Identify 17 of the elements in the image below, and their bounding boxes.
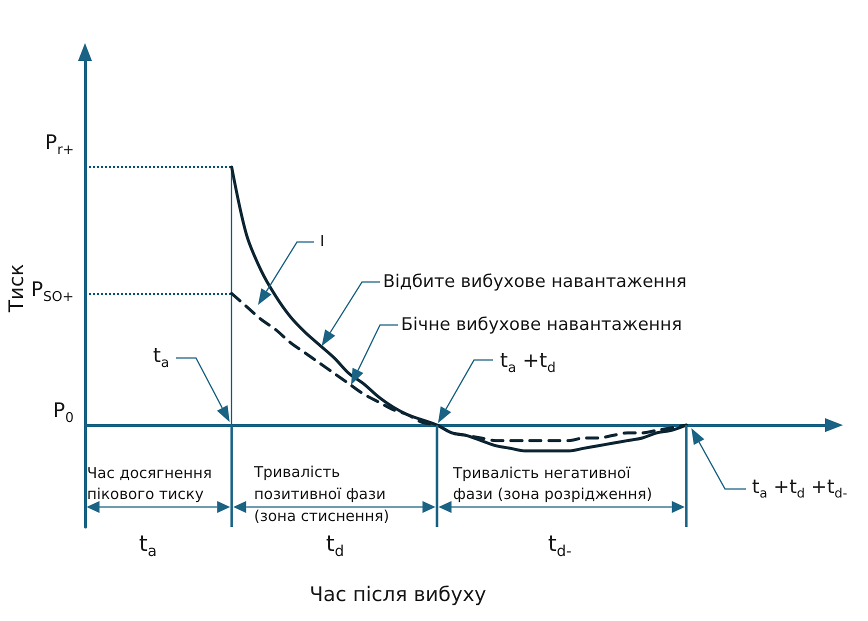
text: Час досягнення пікового тиску [87,463,213,505]
text: t$_{a}$ [139,532,157,560]
annotation: Відбите вибухове навантаження [383,272,687,292]
text: t$_{d}$ [326,532,344,560]
ref-line-label: P$_{r+}$ [45,130,74,158]
y-axis-title: Тиск [4,264,28,312]
annotation: t$_{a}$ [153,343,170,371]
annotation: Бічне вибухове навантаження [401,314,682,336]
annotation: I [320,232,324,250]
text: Час після вибуху [310,582,486,606]
text: t$_{a}$ +t$_{d}$ +t$_{d-}$ [752,476,848,502]
text: t$_{d-}$ [548,532,572,560]
ref-line-label: P$_{SO+}$ [31,276,74,304]
text: Тривалість позитивної фази (зона стиснення) [254,462,390,527]
ref-line-label: P$_{0}$ [53,398,74,426]
annotation: t$_{a}$ +t$_{d}$ [500,348,556,376]
text: Тривалість негативної фази (зона розрідження) [453,463,654,505]
